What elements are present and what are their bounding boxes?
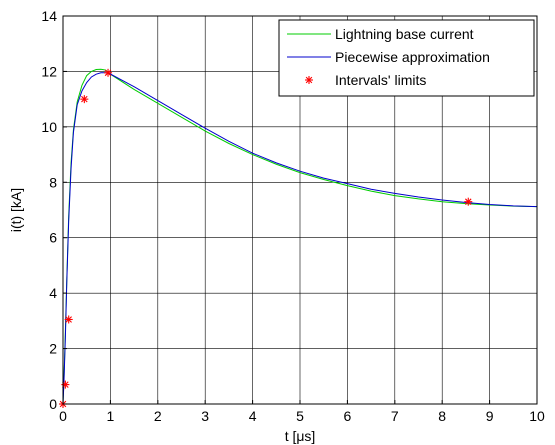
y-axis-label: i(t) [kA] [8,188,24,232]
x-tick-label: 7 [391,408,399,424]
y-tick-label: 0 [49,396,57,412]
x-tick-label: 1 [107,408,115,424]
y-tick-label: 6 [49,230,57,246]
series-point [64,315,73,324]
x-axis-label: t [μs] [285,428,316,444]
y-tick-label: 14 [41,8,57,24]
x-tick-label: 10 [529,408,545,424]
y-tick-label: 8 [49,174,57,190]
x-tick-label: 9 [486,408,494,424]
legend-box [278,19,535,97]
series-point [464,197,473,206]
x-tick-label: 4 [249,408,257,424]
series-point [80,95,89,104]
y-tick-label: 2 [49,341,57,357]
series-layer [59,68,538,408]
x-tick-label: 8 [438,408,446,424]
series-point [104,68,113,77]
x-tick-label: 3 [201,408,209,424]
legend-swatch [305,76,313,84]
legend-entry-label: Intervals' limits [335,72,426,88]
x-tick-label: 5 [296,408,304,424]
legend: Lightning base current Piecewise approxim… [278,19,535,97]
y-tick-label: 12 [41,63,57,79]
y-tick-label: 4 [49,285,57,301]
legend-entry-label: Lightning base current [335,26,474,42]
series-line-1 [62,72,538,405]
legend-entry-label: Piecewise approximation [335,49,490,65]
x-tick-label: 0 [59,408,67,424]
x-tick-label: 2 [154,408,162,424]
y-tick-label: 10 [41,119,57,135]
x-tick-label: 6 [344,408,352,424]
